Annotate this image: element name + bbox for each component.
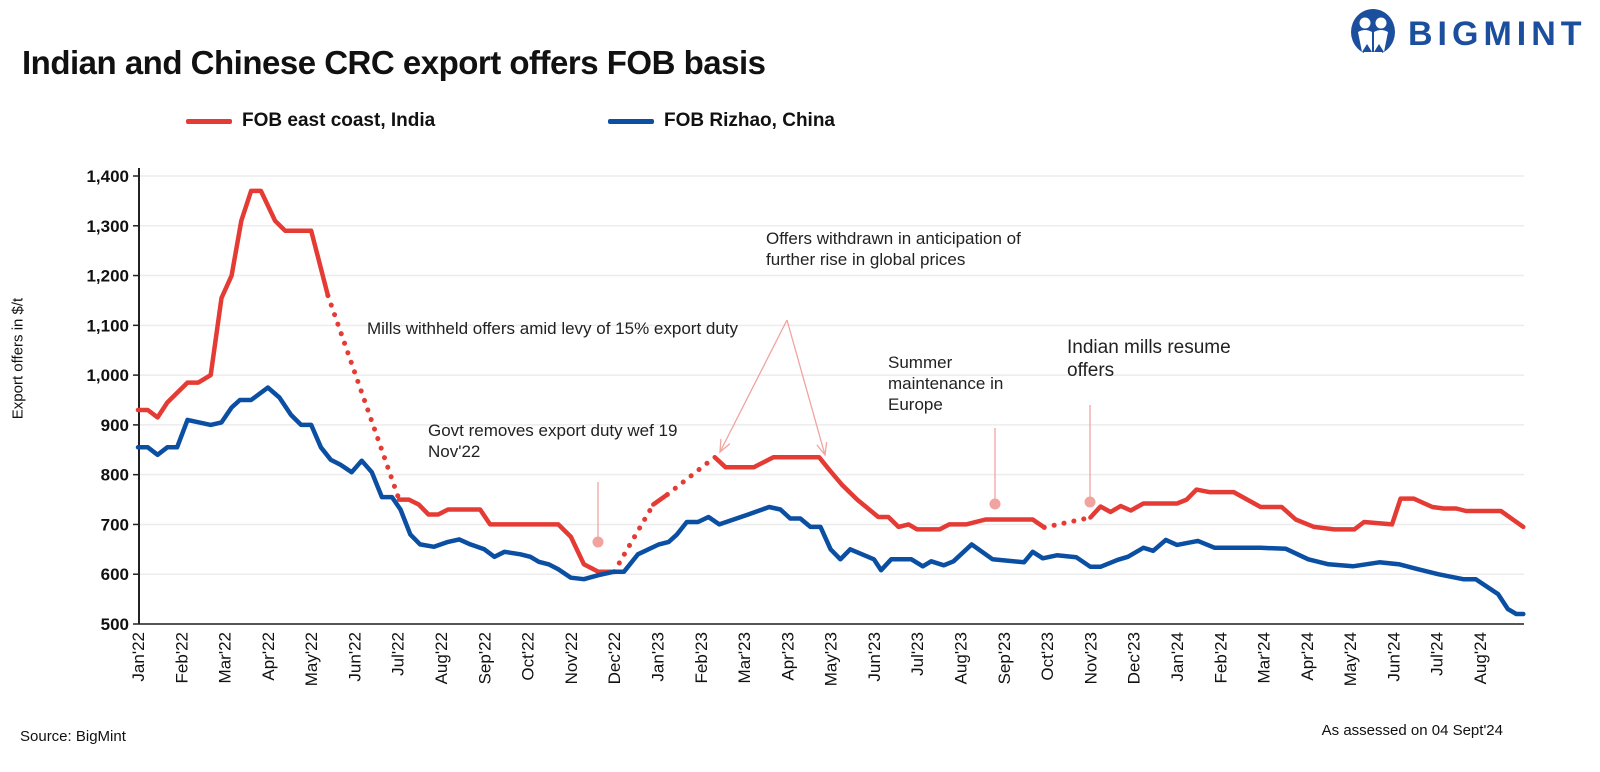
china-series-solid-segment xyxy=(135,385,1526,617)
legend-item-china: FOB Rizhao, China xyxy=(608,110,835,132)
india-series-dotted-segment xyxy=(611,502,656,575)
bigmint-logo-text: BIGMINT xyxy=(1408,14,1587,53)
x-tick-label: Jan'22 xyxy=(129,632,148,682)
legend-label-china: FOB Rizhao, China xyxy=(664,110,835,131)
india-series-dotted-segment xyxy=(325,293,402,503)
annotation-govt-removes-duty: Govt removes export duty wef 19 Nov'22 xyxy=(428,421,678,461)
legend-label-india: FOB east coast, India xyxy=(242,110,436,131)
x-tick-label: Feb'24 xyxy=(1211,632,1230,683)
x-tick-label: Jan'24 xyxy=(1168,632,1187,682)
x-tick-label: Mar'24 xyxy=(1255,632,1274,683)
x-tick-label: Nov'22 xyxy=(562,632,581,684)
x-tick-label: Apr'24 xyxy=(1298,632,1317,681)
x-tick-label: Jul'24 xyxy=(1428,632,1447,676)
y-tick-label: 500 xyxy=(101,615,129,634)
x-tick-label: Jul'23 xyxy=(908,632,927,676)
y-tick-label: 1,200 xyxy=(86,267,129,286)
bigmint-logo-icon xyxy=(1351,9,1395,60)
y-tick-label: 1,400 xyxy=(86,167,129,186)
annotation-arrow-head xyxy=(816,442,828,457)
x-tick-label: Feb'23 xyxy=(692,632,711,683)
india-series-solid-segment xyxy=(1088,487,1526,532)
x-tick-label: May'24 xyxy=(1341,632,1360,686)
india-series-dotted-segment xyxy=(1041,515,1093,530)
legend-swatch-china xyxy=(608,118,654,124)
annotation-arrow-line xyxy=(719,319,788,453)
india-series-solid-segment xyxy=(396,497,617,574)
annotation-mills-resume: Indian mills resume offers xyxy=(1067,337,1231,381)
legend-item-india: FOB east coast, India xyxy=(186,110,435,132)
annotation-arrow-head xyxy=(719,438,731,454)
annotation-marker-dot xyxy=(1084,496,1096,508)
x-tick-label: Aug'23 xyxy=(952,632,971,684)
x-tick-label: May'22 xyxy=(302,632,321,686)
x-tick-label: Jun'24 xyxy=(1384,632,1403,682)
x-tick-label: Aug'22 xyxy=(432,632,451,684)
y-tick-label: 900 xyxy=(101,416,129,435)
x-tick-label: Sep'23 xyxy=(995,632,1014,684)
bigmint-logo: BIGMINT xyxy=(1350,8,1587,60)
india-series-solid-segment xyxy=(651,492,670,507)
assessed-date: As assessed on 04 Sept'24 xyxy=(1321,722,1503,739)
source-note: Source: BigMint xyxy=(20,728,126,745)
annotation-arrow-line xyxy=(786,319,826,456)
india-series-solid-segment xyxy=(135,188,331,420)
x-tick-label: Apr'22 xyxy=(259,632,278,681)
x-tick-label: Jun'22 xyxy=(345,632,364,682)
y-tick-label: 800 xyxy=(101,466,129,485)
annotation-marker-dot xyxy=(989,498,1001,510)
legend-swatch-india xyxy=(186,118,232,124)
y-tick-label: 700 xyxy=(101,515,129,534)
x-tick-label: Oct'23 xyxy=(1038,632,1057,681)
x-tick-label: May'23 xyxy=(822,632,841,686)
y-tick-label: 1,300 xyxy=(86,217,129,236)
x-tick-label: Jul'22 xyxy=(389,632,408,676)
y-tick-label: 600 xyxy=(101,565,129,584)
annotation-offers-withdrawn: Offers withdrawn in anticipation of furt… xyxy=(766,229,1021,269)
x-tick-label: Jun'23 xyxy=(865,632,884,682)
x-tick-label: Aug'24 xyxy=(1471,632,1490,684)
x-tick-label: Feb'22 xyxy=(172,632,191,683)
x-tick-label: Jan'23 xyxy=(648,632,667,682)
x-tick-label: Sep'22 xyxy=(475,632,494,684)
x-tick-label: Mar'22 xyxy=(216,632,235,683)
x-tick-label: Dec'22 xyxy=(605,632,624,684)
x-tick-label: Dec'23 xyxy=(1125,632,1144,684)
x-tick-label: Apr'23 xyxy=(778,632,797,681)
y-tick-label: 1,100 xyxy=(86,316,129,335)
annotation-mills-withheld: Mills withheld offers amid levy of 15% e… xyxy=(367,319,739,338)
x-tick-label: Oct'22 xyxy=(519,632,538,681)
annotation-marker-dot xyxy=(592,536,604,548)
y-tick-label: 1,000 xyxy=(86,366,129,385)
india-series-solid-segment xyxy=(712,454,1047,532)
india-series-dotted-segment xyxy=(664,454,718,498)
x-tick-label: Mar'23 xyxy=(735,632,754,683)
chart-title: Indian and Chinese CRC export offers FOB… xyxy=(22,44,766,81)
x-tick-label: Nov'23 xyxy=(1081,632,1100,684)
annotation-summer-maintenance: Summer maintenance in Europe xyxy=(888,353,1004,414)
